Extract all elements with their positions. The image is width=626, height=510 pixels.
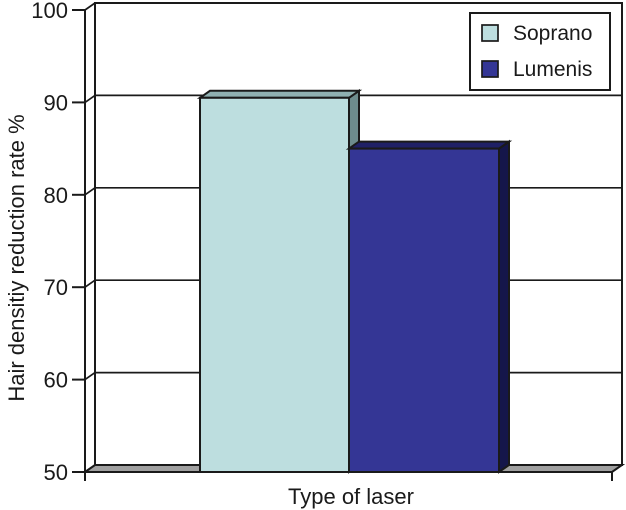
y-axis-ticks [72, 2, 96, 473]
y-tick-label-100: 100 [31, 0, 68, 23]
y-axis-tick-labels: 100 90 80 70 60 50 [31, 0, 68, 485]
y-tick-joint-90 [84, 94, 96, 104]
y-tick-label-60: 60 [44, 368, 68, 393]
legend-label-lumenis: Lumenis [513, 58, 592, 81]
legend-swatch-soprano [481, 24, 499, 42]
y-tick-label-80: 80 [44, 183, 68, 208]
y-tick-joint-60 [84, 371, 96, 381]
y-tick-joint-80 [84, 187, 96, 196]
bars [196, 88, 513, 474]
bar-side-lumenis [498, 139, 510, 474]
y-tick-joint-70 [84, 279, 96, 288]
bar-lumenis [348, 147, 500, 473]
bar-soprano [199, 96, 350, 473]
y-tick-label-50: 50 [44, 460, 68, 485]
legend-swatch-lumenis [481, 60, 499, 78]
y-axis-title: Hair densitiy reduction rate % [4, 114, 29, 401]
y-tick-label-70: 70 [44, 275, 68, 300]
legend-label-soprano: Soprano [513, 22, 592, 45]
y-tick-joint-100 [84, 2, 96, 11]
legend: Soprano Lumenis [469, 12, 611, 91]
y-tick-label-90: 90 [44, 90, 68, 115]
x-axis-title: Type of laser [288, 484, 414, 509]
bar-top-soprano [196, 89, 363, 99]
bar-top-lumenis [345, 140, 513, 150]
